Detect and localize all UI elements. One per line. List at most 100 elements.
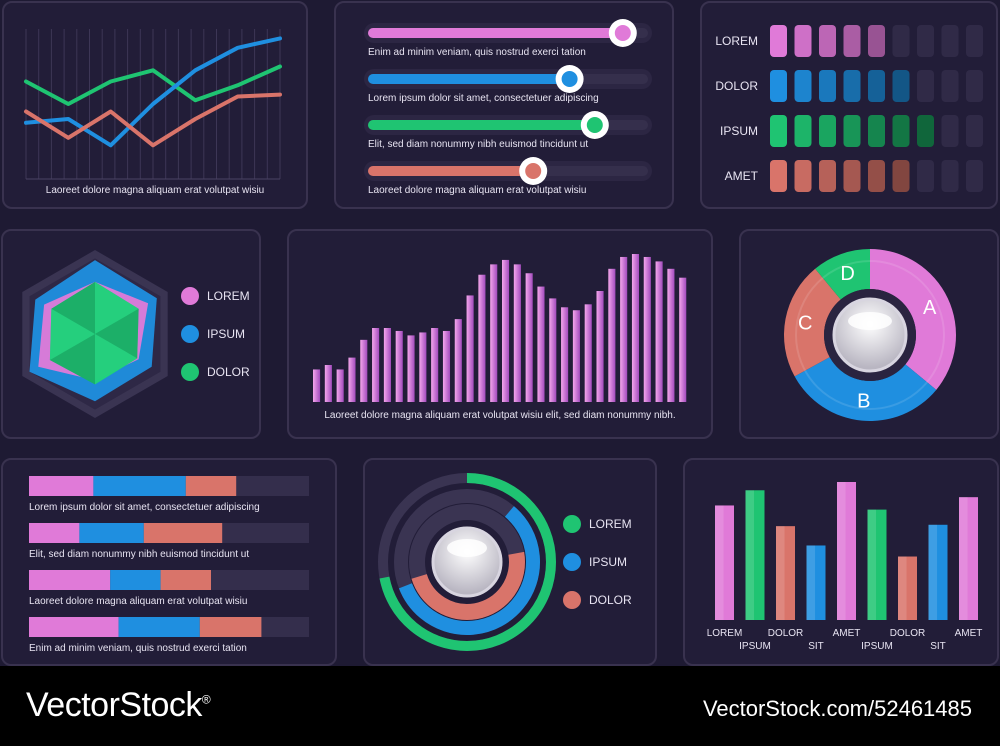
vbar-green <box>867 509 887 620</box>
wave-bar <box>419 332 427 402</box>
ring-chart: LOREM IPSUM DOLOR <box>378 473 632 651</box>
legend-label: LOREM <box>207 289 250 303</box>
stacked-segment-pink <box>29 476 94 496</box>
vbar-sheen <box>776 526 785 620</box>
stacked-segment-pink <box>29 523 80 543</box>
level-segment-off <box>917 25 934 57</box>
radar-facet <box>51 281 95 334</box>
level-segment-on <box>868 25 885 57</box>
slider-fill <box>368 166 534 176</box>
level-segment-off <box>941 160 959 192</box>
stacked-segment-blue <box>118 617 200 637</box>
wave-bar <box>431 328 439 402</box>
wave-bar <box>584 304 592 402</box>
vbar-sheen <box>898 556 907 620</box>
radar-facet <box>95 334 138 385</box>
wave-bar <box>466 295 474 402</box>
vbar-sheen <box>867 509 877 620</box>
level-segment-on <box>843 160 861 192</box>
level-segment-off <box>917 160 934 192</box>
radar-facet <box>95 308 139 359</box>
stacked-label: Elit, sed diam nonummy nibh euismod tinc… <box>29 549 249 560</box>
line-series-green <box>24 64 282 106</box>
vbar-green <box>745 490 765 620</box>
level-segment-on <box>819 115 836 147</box>
legend-dot-blue <box>563 553 581 571</box>
stacked-segment-red <box>199 617 262 637</box>
legend-label: IPSUM <box>589 555 627 569</box>
vbar-label: AMET <box>833 628 861 639</box>
donut-slice-label: B <box>857 391 870 413</box>
donut-slice-label: C <box>798 313 812 335</box>
wave-bar <box>407 335 415 402</box>
vbar-label: AMET <box>955 628 983 639</box>
legend-label: IPSUM <box>207 327 245 341</box>
level-segment-on <box>770 25 787 57</box>
wave-bar <box>360 339 368 402</box>
legend-dot-pink <box>181 287 199 305</box>
level-segment-on <box>843 25 861 57</box>
donut-knob-highlight <box>848 312 892 330</box>
vbar-sheen <box>928 524 938 620</box>
line-series-blue <box>24 36 282 148</box>
level-label: AMET <box>725 169 759 183</box>
slider-fill <box>368 74 570 84</box>
radar-facet <box>95 281 139 334</box>
stacked-segment-red <box>185 476 237 496</box>
legend-dot-blue <box>181 325 199 343</box>
donut-slice-B <box>794 357 937 421</box>
level-meter-chart: LOREM DOLOR IPSUM AMET <box>715 25 983 192</box>
level-segment-on <box>892 115 910 147</box>
line-chart-panel: Laoreet dolore magna aliquam erat volutp… <box>2 1 308 209</box>
wave-bar <box>502 259 510 402</box>
stacked-segment-blue <box>93 476 186 496</box>
level-segment-off <box>966 70 983 102</box>
vbar-label: SIT <box>808 641 824 652</box>
level-segment-on <box>819 70 836 102</box>
wave-bar <box>313 369 321 402</box>
radar-chart: LOREM IPSUM DOLOR <box>22 250 250 418</box>
line-chart-caption: Laoreet dolore magna aliquam erat volutp… <box>46 185 264 196</box>
level-label: DOLOR <box>715 79 758 93</box>
wave-bar <box>667 268 675 402</box>
wave-bar <box>383 328 391 402</box>
watermark-footer: VectorStock® VectorStock.com/52461485 <box>0 666 1000 746</box>
vbar-blue <box>928 524 948 620</box>
vbar-sheen <box>837 482 846 620</box>
line-chart: Laoreet dolore magna aliquam erat volutp… <box>24 29 282 196</box>
wave-bar <box>395 330 403 402</box>
level-segment-on <box>868 115 885 147</box>
wave-bar <box>478 274 486 402</box>
slider-label: Enim ad minim veniam, quis nostrud exerc… <box>368 47 586 58</box>
vbar-red <box>898 556 917 620</box>
footer-brand: VectorStock® <box>26 686 211 724</box>
wave-bar <box>572 310 580 402</box>
wave-bar <box>348 357 356 402</box>
level-segment-off <box>966 160 983 192</box>
level-segment-on <box>819 25 836 57</box>
ring-center-knob <box>431 526 503 598</box>
legend-dot-red <box>563 591 581 609</box>
vbar-sheen <box>806 545 816 620</box>
level-segment-on <box>770 115 787 147</box>
stacked-segment-red <box>143 523 223 543</box>
vbar-pink <box>837 482 856 620</box>
vbar-label: DOLOR <box>890 628 926 639</box>
donut-slice-D <box>815 249 870 300</box>
level-segment-off <box>917 70 934 102</box>
wave-bar <box>525 273 533 402</box>
slider-fill <box>368 120 595 130</box>
stacked-bar-panel: Lorem ipsum dolor sit amet, consectetuer… <box>1 458 337 666</box>
legend-label: DOLOR <box>207 365 250 379</box>
level-segment-on <box>794 115 812 147</box>
wave-bar <box>324 365 332 402</box>
vbar-red <box>776 526 795 620</box>
vbar-label: LOREM <box>707 628 743 639</box>
level-segment-on <box>917 115 934 147</box>
donut-slice-label: D <box>840 263 854 285</box>
stacked-label: Lorem ipsum dolor sit amet, consectetuer… <box>29 502 260 513</box>
vbar-pink <box>715 505 734 620</box>
level-segment-on <box>794 160 812 192</box>
vbar-label: DOLOR <box>768 628 804 639</box>
stacked-segment-blue <box>79 523 144 543</box>
